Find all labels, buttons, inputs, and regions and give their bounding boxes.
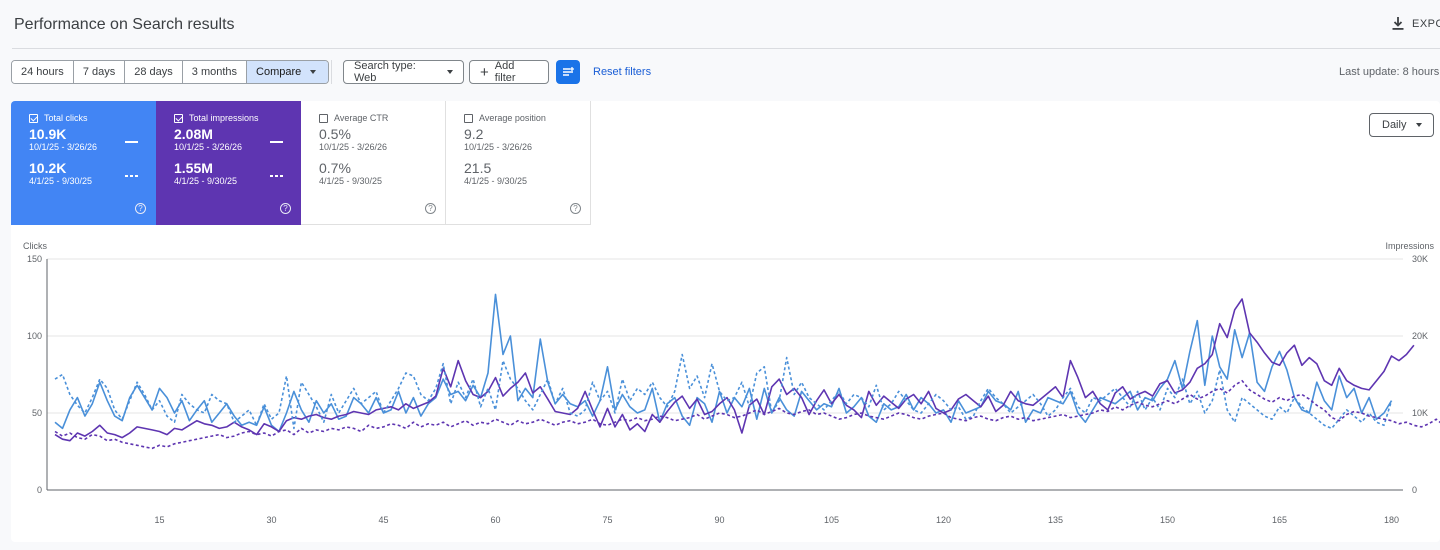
dashed-line-key-icon [125, 175, 138, 177]
range-7-days[interactable]: 7 days [73, 61, 126, 83]
metric-label: Total impressions [189, 113, 259, 123]
y2-tick-label: 30K [1412, 254, 1428, 264]
metric-range: 10/1/25 - 3/26/26 [29, 142, 98, 152]
x-tick-label: 45 [379, 515, 389, 525]
x-tick-label: 135 [1048, 515, 1063, 525]
metric-compare-value: 10.2K [29, 160, 67, 176]
metric-range: 10/1/25 - 3/26/26 [464, 142, 533, 152]
metric-value: 0.5% [319, 126, 351, 142]
y-tick-label: 150 [27, 254, 42, 264]
metric-compare-range: 4/1/25 - 9/30/25 [174, 176, 238, 186]
metric-value: 9.2 [464, 126, 484, 142]
compare-button[interactable]: Compare [247, 61, 329, 83]
x-tick-label: 105 [824, 515, 839, 525]
y-tick-label: 0 [37, 485, 42, 495]
x-tick-label: 90 [714, 515, 724, 525]
metric-compare-range: 4/1/25 - 9/30/25 [464, 176, 528, 186]
granularity-dropdown[interactable]: Daily [1369, 113, 1434, 137]
x-tick-label: 150 [1160, 515, 1175, 525]
search-type-label: Search type: Web [354, 60, 416, 84]
export-label: EXPO [1412, 18, 1440, 30]
metric-average-ctr[interactable]: Average CTR 0.5% 10/1/25 - 3/26/26 0.7% … [301, 101, 446, 225]
metric-compare-value: 1.55M [174, 160, 213, 176]
checkbox-unchecked-icon[interactable] [464, 113, 473, 123]
y2-tick-label: 10K [1412, 408, 1428, 418]
caret-down-icon [310, 70, 317, 74]
add-filter-label: Add filter [494, 60, 516, 84]
y-tick-label: 100 [27, 331, 42, 341]
reset-filters-link[interactable]: Reset filters [593, 66, 652, 78]
x-tick-label: 15 [155, 515, 165, 525]
filter-settings-button[interactable] [556, 60, 580, 84]
add-filter-button[interactable]: + Add filter [469, 60, 549, 84]
help-icon[interactable]: ? [280, 203, 291, 214]
help-icon[interactable]: ? [135, 203, 146, 214]
metric-label: Average CTR [334, 113, 389, 123]
solid-line-key-icon [125, 141, 138, 143]
x-tick-label: 75 [603, 515, 613, 525]
x-tick-label: 165 [1272, 515, 1287, 525]
compare-label: Compare [256, 66, 302, 78]
checkbox-checked-icon[interactable] [29, 113, 38, 123]
performance-card: Total clicks 10.9K 10/1/25 - 3/26/26 10.… [11, 101, 1440, 542]
y2-tick-label: 0 [1412, 485, 1417, 495]
metric-compare-range: 4/1/25 - 9/30/25 [319, 176, 383, 186]
y-tick-label: 50 [32, 408, 42, 418]
metric-label: Total clicks [44, 113, 88, 123]
toolbar-divider [331, 60, 332, 84]
checkbox-checked-icon[interactable] [174, 113, 183, 123]
metric-total-impressions[interactable]: Total impressions 2.08M 10/1/25 - 3/26/2… [156, 101, 301, 225]
last-update-text: Last update: 8 hours [1339, 66, 1440, 78]
solid-line-key-icon [270, 141, 283, 143]
y2-axis-label: Impressions [1385, 241, 1434, 251]
range-24-hours[interactable]: 24 hours [12, 61, 74, 83]
download-icon [1392, 17, 1404, 30]
y2-tick-label: 20K [1412, 331, 1428, 341]
date-range-selector: 24 hours 7 days 28 days 3 months Compare [11, 60, 330, 84]
checkbox-unchecked-icon[interactable] [319, 113, 328, 123]
header-divider [12, 48, 1440, 49]
granularity-label: Daily [1382, 119, 1407, 131]
series-line-impressions-previous [54, 379, 1440, 450]
metric-range: 10/1/25 - 3/26/26 [174, 142, 243, 152]
export-button[interactable]: EXPO [1390, 16, 1440, 32]
y-axis-label: Clicks [23, 241, 47, 251]
metric-total-clicks[interactable]: Total clicks 10.9K 10/1/25 - 3/26/26 10.… [11, 101, 156, 225]
dashed-line-key-icon [270, 175, 283, 177]
metric-value: 2.08M [174, 126, 213, 142]
plus-icon: + [480, 63, 489, 81]
page-title: Performance on Search results [14, 16, 235, 33]
metric-value: 10.9K [29, 126, 67, 142]
caret-down-icon [447, 70, 453, 74]
help-icon[interactable]: ? [570, 203, 581, 214]
range-3-months[interactable]: 3 months [182, 61, 248, 83]
caret-down-icon [1416, 123, 1423, 127]
metric-compare-range: 4/1/25 - 9/30/25 [29, 176, 93, 186]
x-tick-label: 120 [936, 515, 951, 525]
x-tick-label: 30 [267, 515, 277, 525]
metric-range: 10/1/25 - 3/26/26 [319, 142, 388, 152]
series-line-impressions-current [54, 298, 1415, 442]
metric-label: Average position [479, 113, 546, 123]
range-28-days[interactable]: 28 days [125, 61, 183, 83]
filter-sliders-icon [563, 67, 574, 76]
series-line-clicks-current [54, 293, 1393, 433]
help-icon[interactable]: ? [425, 203, 436, 214]
metric-compare-value: 21.5 [464, 160, 492, 176]
x-tick-label: 180 [1384, 515, 1399, 525]
metric-average-position[interactable]: Average position 9.2 10/1/25 - 3/26/26 2… [446, 101, 591, 225]
x-tick-label: 60 [491, 515, 501, 525]
header: Performance on Search results EXPO [0, 0, 1440, 50]
metric-compare-value: 0.7% [319, 160, 351, 176]
series-line-clicks-previous [54, 353, 1393, 430]
toolbar: 24 hours 7 days 28 days 3 months Compare… [0, 60, 1440, 86]
search-type-dropdown[interactable]: Search type: Web [343, 60, 464, 84]
